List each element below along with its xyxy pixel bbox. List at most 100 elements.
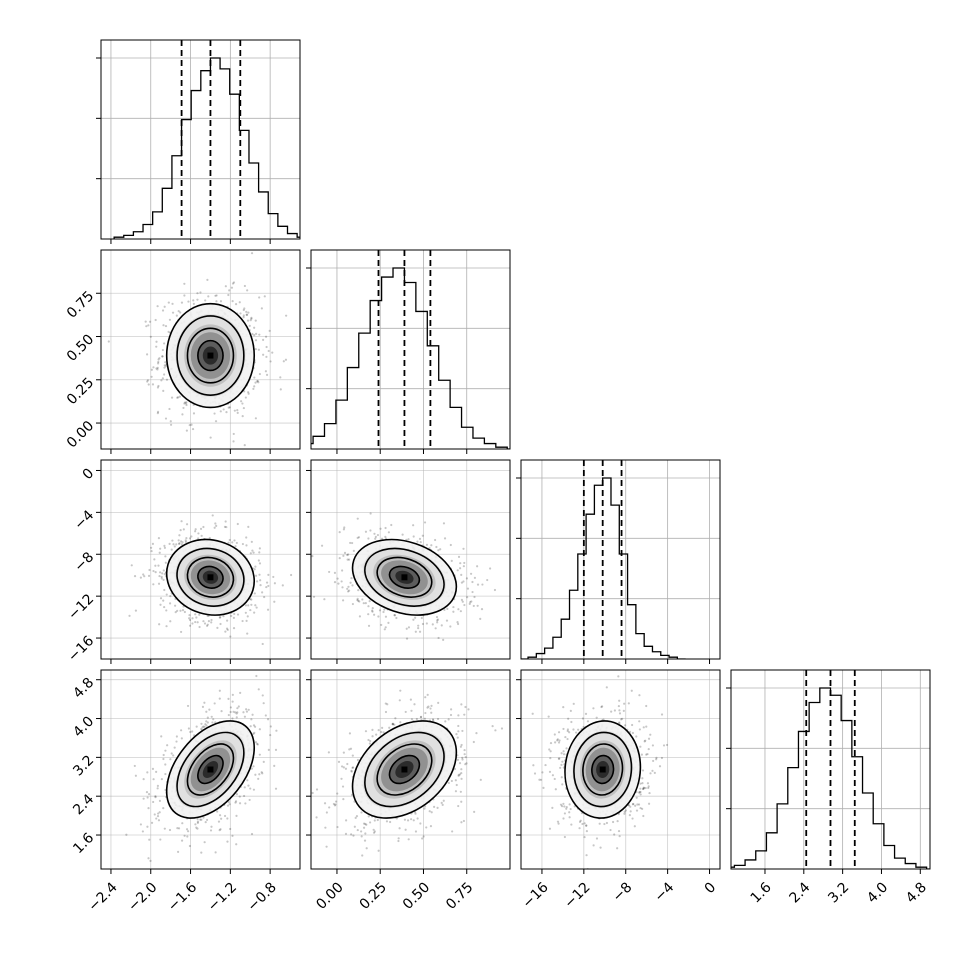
panel-frame — [310, 249, 511, 450]
y-tick-label: 3.2 — [70, 752, 97, 779]
scatter-point — [458, 762, 462, 765]
scatter-point — [362, 826, 366, 829]
x-tick-label: −1.2 — [205, 879, 240, 914]
scatter-point — [618, 709, 621, 712]
scatter-point — [376, 533, 380, 537]
scatter-point — [173, 746, 176, 749]
scatter-point — [457, 774, 460, 777]
scatter-point — [346, 558, 349, 561]
scatter-point — [199, 527, 203, 531]
scatter-point — [253, 334, 256, 337]
scatter-point — [205, 710, 208, 713]
scatter-point — [273, 764, 276, 767]
scatter-point — [368, 600, 371, 603]
density-peak — [401, 766, 408, 773]
scatter-point — [246, 289, 249, 292]
scatter-point — [384, 626, 387, 629]
scatter-point — [405, 627, 408, 630]
scatter-point — [149, 859, 152, 862]
scatter-point — [476, 583, 480, 586]
scatter-point — [159, 603, 162, 606]
contour-line — [165, 720, 256, 819]
scatter-point — [175, 740, 178, 743]
scatter-point — [224, 630, 227, 633]
scatter-point — [195, 826, 198, 829]
scatter-point — [246, 779, 249, 782]
scatter-point — [262, 760, 265, 763]
scatter-point — [274, 787, 278, 790]
scatter-point — [247, 525, 250, 528]
scatter-point — [620, 718, 623, 721]
scatter-point — [407, 838, 410, 841]
scatter-point — [393, 614, 397, 617]
scatter-point — [261, 642, 264, 646]
scatter-point — [457, 714, 460, 717]
scatter-point — [253, 326, 256, 329]
scatter-point — [258, 296, 261, 299]
scatter-point — [236, 522, 239, 526]
scatter-point — [269, 360, 272, 363]
scatter-point — [250, 316, 253, 319]
scatter-point — [418, 537, 422, 540]
scatter-point — [161, 572, 164, 575]
scatter-point — [177, 827, 181, 830]
scatter-point — [258, 753, 261, 756]
scatter-point — [341, 569, 344, 572]
scatter-point — [254, 339, 258, 342]
scatter-point — [168, 407, 171, 411]
scatter-point — [592, 844, 595, 847]
scatter-point — [261, 694, 264, 697]
scatter-point — [327, 751, 330, 754]
scatter-point — [226, 628, 229, 631]
scatter-point — [256, 743, 259, 746]
scatter-point — [389, 820, 392, 824]
scatter-point — [419, 822, 422, 825]
contour-line — [197, 754, 224, 785]
scatter-point — [651, 769, 654, 772]
scatter-point — [258, 333, 261, 336]
scatter-point — [647, 747, 650, 751]
scatter-point — [168, 602, 172, 605]
scatter-point — [187, 300, 190, 303]
scatter-point — [447, 718, 450, 721]
scatter-point — [413, 703, 416, 706]
scatter-point — [212, 718, 215, 721]
scatter-point — [261, 591, 264, 594]
scatter-point — [391, 723, 395, 726]
scatter-point — [154, 795, 157, 799]
scatter-point — [196, 621, 199, 624]
scatter-point — [473, 810, 476, 813]
scatter-point — [125, 833, 128, 836]
scatter-point — [342, 554, 345, 557]
scatter-point — [243, 307, 246, 310]
scatter-point — [192, 299, 195, 302]
scatter-point — [147, 383, 150, 386]
scatter-point — [267, 748, 270, 751]
scatter-point — [265, 373, 269, 376]
scatter-point — [194, 613, 197, 616]
scatter-point — [371, 607, 374, 610]
scatter-point — [268, 329, 271, 332]
scatter-point — [568, 731, 571, 734]
scatter-point — [234, 303, 238, 306]
scatter-point — [148, 320, 152, 323]
scatter-point — [231, 541, 234, 544]
scatter-point — [391, 723, 394, 726]
scatter-point — [177, 310, 180, 313]
scatter-point — [250, 718, 253, 721]
scatter-point — [410, 818, 413, 821]
scatter-point — [177, 396, 180, 399]
scatter-point — [352, 834, 355, 837]
scatter-point — [205, 624, 209, 627]
scatter-point — [164, 365, 167, 368]
scatter-point — [364, 832, 367, 835]
scatter-point — [456, 736, 459, 739]
scatter-point — [618, 721, 621, 724]
scatter-point — [557, 822, 560, 825]
scatter-point — [253, 611, 256, 614]
scatter-point — [440, 801, 443, 804]
scatter-point — [254, 604, 257, 607]
scatter-point — [372, 828, 375, 831]
scatter-point — [465, 762, 468, 765]
scatter-point — [205, 724, 208, 727]
